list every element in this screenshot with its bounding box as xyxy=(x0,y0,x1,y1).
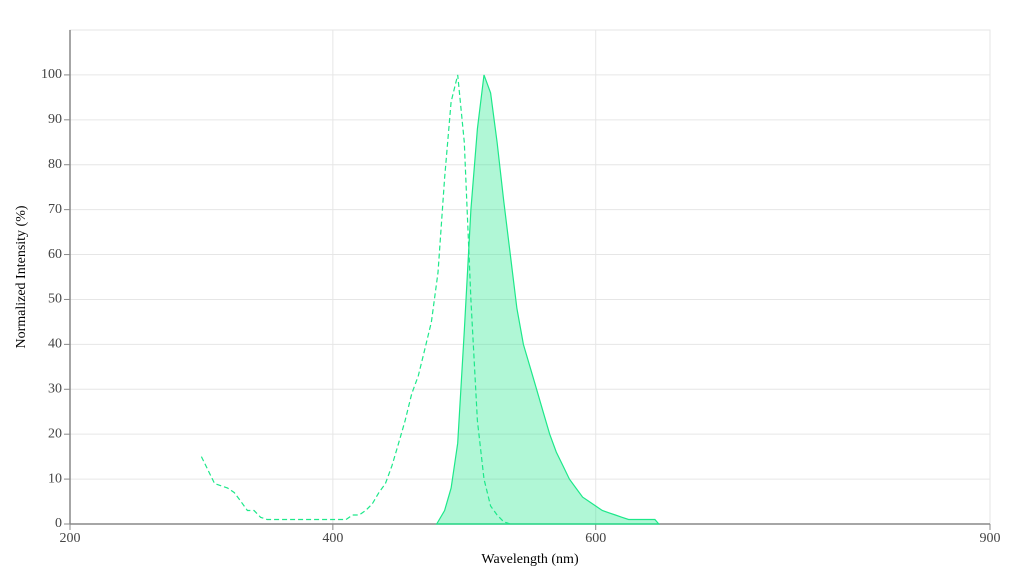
y-tick-label: 70 xyxy=(48,202,62,217)
line xyxy=(200,74,511,525)
x-tick-label: 400 xyxy=(322,531,343,546)
y-tick-label: 80 xyxy=(48,157,62,172)
y-tick-label: 40 xyxy=(48,337,62,352)
y-tick-label: 90 xyxy=(48,112,62,127)
y-tick-label: 10 xyxy=(48,471,62,486)
x-axis-label: Wavelength (nm) xyxy=(481,552,579,567)
x-tick-label: 200 xyxy=(60,531,81,546)
y-tick-label: 0 xyxy=(55,516,62,531)
x-tick-label: 600 xyxy=(585,531,606,546)
y-tick-label: 100 xyxy=(41,67,62,82)
area xyxy=(435,74,661,525)
y-tick-label: 20 xyxy=(48,426,62,441)
x-tick-label: 900 xyxy=(980,531,1001,546)
y-tick-label: 30 xyxy=(48,381,62,396)
y-tick-label: 60 xyxy=(48,247,62,262)
y-axis-label: Normalized Intensity (%) xyxy=(14,205,29,348)
y-tick-label: 50 xyxy=(48,292,62,307)
